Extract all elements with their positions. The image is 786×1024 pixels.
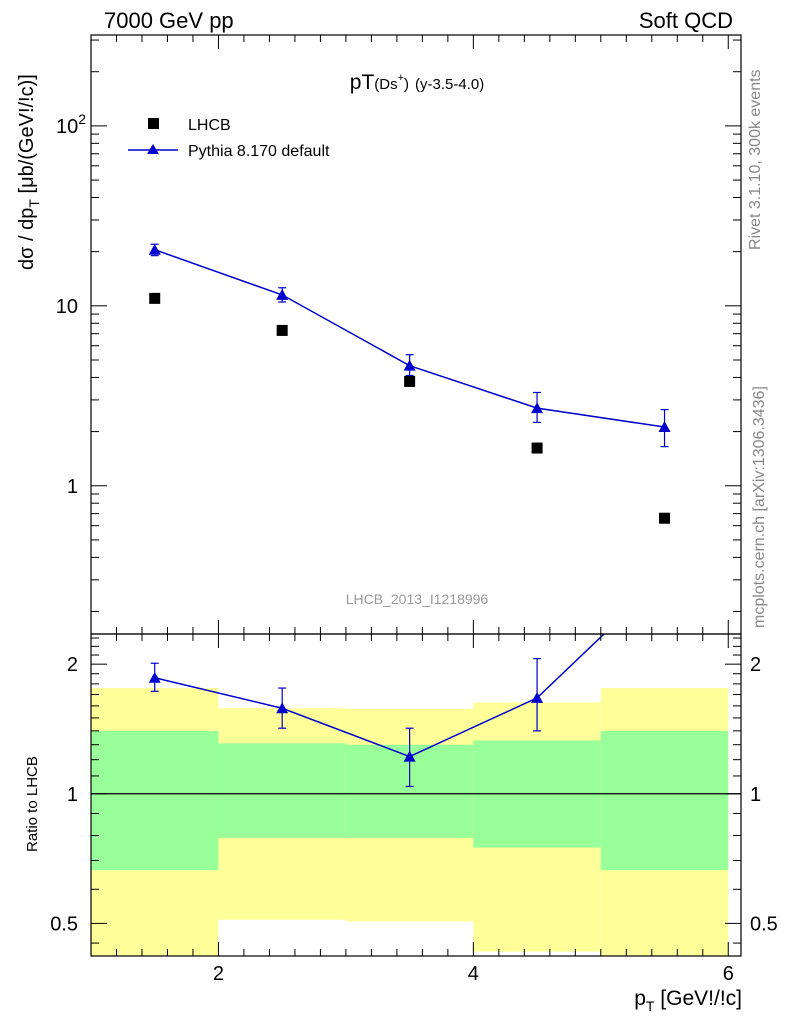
ratio-y-tick-label-right: 1 xyxy=(750,784,761,806)
band-inner xyxy=(218,743,346,838)
x-tick-label: 4 xyxy=(468,963,479,985)
ratio-y-tick-label: 0.5 xyxy=(50,913,78,935)
legend-data-marker xyxy=(148,118,159,129)
ratio-bands xyxy=(91,688,741,956)
mc-point xyxy=(148,243,161,255)
header-right: Soft QCD xyxy=(639,8,733,33)
analysis-watermark: LHCB_2013_I1218996 xyxy=(346,591,489,607)
ratio-y-tick-label: 1 xyxy=(67,784,78,806)
band-inner xyxy=(600,730,729,871)
legend-data-label: LHCB xyxy=(188,117,231,134)
band-inner xyxy=(91,730,219,871)
mc-point xyxy=(658,421,671,433)
legend-mc-label: Pythia 8.170 default xyxy=(188,143,330,160)
x-axis-label: pT [GeV!/!c] xyxy=(634,987,742,1014)
y-tick-label: 10 xyxy=(56,296,78,318)
mc-point xyxy=(276,288,289,300)
rivet-label: Rivet 3.1.10, 300k events xyxy=(747,69,764,250)
x-tick-label: 2 xyxy=(213,963,224,985)
mc-point xyxy=(531,402,544,414)
mc-series-line xyxy=(154,249,665,428)
y-tick-label: 1 xyxy=(67,476,78,498)
data-point xyxy=(404,375,416,387)
data-point xyxy=(659,512,671,524)
header-left: 7000 GeV pp xyxy=(104,8,234,33)
ratio-y-tick-label-right: 2 xyxy=(750,654,761,676)
y-tick-label: 102 xyxy=(56,111,86,138)
ratio-frame xyxy=(90,633,742,957)
ratio-y-tick-label: 2 xyxy=(67,654,78,676)
data-point xyxy=(276,324,288,336)
frames xyxy=(90,34,742,957)
ratio-point xyxy=(403,750,416,762)
mc-point xyxy=(403,359,416,371)
y-axis-label: dσ / dpT [μb/(GeV!/!c)] xyxy=(16,74,42,270)
axis-ticks: 2 4 6 1 10 102 0.5 0.5 1 1 2 2 xyxy=(50,35,778,985)
ratio-series-clip xyxy=(148,634,606,788)
x-tick-label: 6 xyxy=(723,963,734,985)
source-label: mcplots.cern.ch [arXiv:1306.3436] xyxy=(751,386,768,628)
plot-title: pT(Ds+) (y-3.5-4.0) xyxy=(350,71,484,94)
data-point xyxy=(149,292,161,304)
ratio-point xyxy=(531,691,544,703)
data-point xyxy=(531,442,543,454)
ratio-axis-label: Ratio to LHCB xyxy=(24,756,41,852)
legend-mc-marker xyxy=(147,144,159,154)
ratio-series xyxy=(148,634,606,788)
ratio-point xyxy=(276,702,289,714)
ratio-y-tick-label-right: 0.5 xyxy=(750,913,778,935)
main-series xyxy=(148,243,671,524)
ratio-point xyxy=(148,671,161,683)
